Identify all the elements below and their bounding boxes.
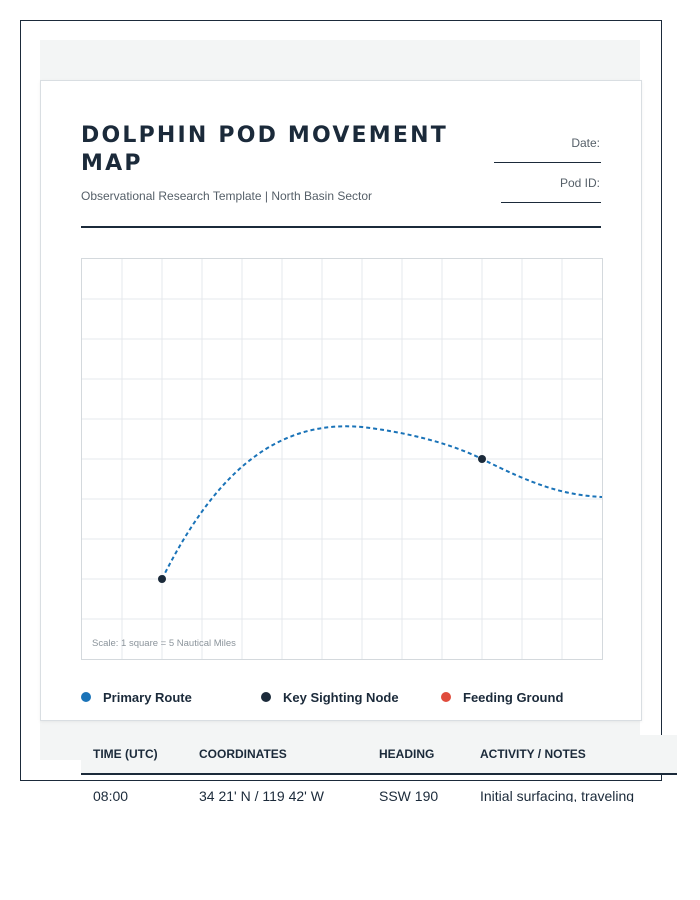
map-grid (82, 259, 602, 659)
primary-route (161, 425, 602, 580)
col-coordinates: COORDINATES (199, 747, 287, 761)
col-heading: HEADING (379, 747, 435, 761)
page-title: DOLPHIN POD MOVEMENT MAP (81, 123, 448, 176)
feeding-dot-icon (441, 692, 451, 702)
col-time: TIME (UTC) (93, 747, 158, 761)
cell-heading: SSW 190 (379, 788, 439, 802)
grid-lines (82, 259, 602, 659)
table-row: 08:00 34 21' N / 119 42' W SSW 190 Initi… (81, 775, 677, 802)
pod-id-field[interactable] (501, 202, 601, 203)
date-field[interactable] (494, 162, 601, 163)
legend-key-sighting-node: Key Sighting Node (261, 689, 399, 705)
sighting-node-start (158, 575, 166, 583)
pod-id-label: Pod ID: (559, 176, 600, 190)
legend-label: Feeding Ground (463, 689, 564, 705)
cell-activity: Initial surfacing, traveling (480, 788, 635, 802)
col-activity: ACTIVITY / NOTES (480, 747, 586, 761)
node-dot-icon (261, 692, 271, 702)
page-subtitle: Observational Research Template | North … (81, 189, 373, 203)
map-scale-note: Scale: 1 square = 5 Nautical Miles (92, 638, 236, 649)
route-dot-icon (81, 692, 91, 702)
sighting-node-mid (478, 455, 486, 463)
legend-label: Primary Route (103, 689, 192, 705)
date-label: Date: (571, 136, 600, 150)
cell-time: 08:00 (93, 788, 129, 802)
legend-primary-route: Primary Route (81, 689, 192, 705)
log-table-header: TIME (UTC) COORDINATES HEADING ACTIVITY … (81, 735, 677, 775)
legend-label: Key Sighting Node (283, 689, 399, 705)
cell-coordinates: 34 21' N / 119 42' W (199, 788, 324, 802)
movement-map: Scale: 1 square = 5 Nautical Miles (81, 258, 603, 660)
legend-feeding-ground: Feeding Ground (441, 689, 563, 705)
header-divider (81, 226, 601, 228)
